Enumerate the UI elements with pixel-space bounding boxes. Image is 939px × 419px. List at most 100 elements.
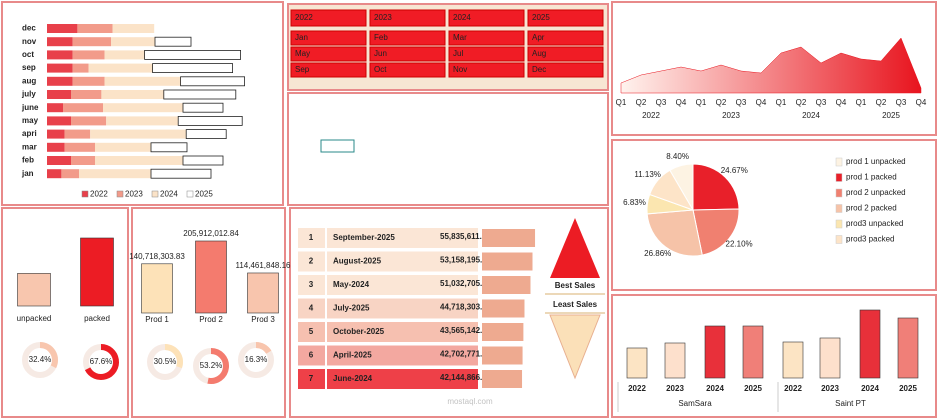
month-button[interactable] bbox=[448, 46, 525, 62]
bar-segment bbox=[47, 129, 65, 139]
year-button[interactable] bbox=[527, 9, 604, 27]
bar bbox=[195, 240, 227, 314]
bar-segment bbox=[47, 142, 65, 152]
bar-segment bbox=[64, 129, 91, 139]
bar bbox=[80, 237, 114, 307]
rank: 2 bbox=[309, 257, 314, 266]
group-label: 2023 bbox=[722, 111, 740, 120]
x-tick-label: 2022 bbox=[784, 384, 802, 393]
month: August-2025 bbox=[333, 257, 382, 266]
rank-cell bbox=[298, 345, 325, 366]
month: October-2025 bbox=[333, 327, 385, 336]
month-button[interactable] bbox=[369, 30, 446, 46]
bar-segment bbox=[72, 63, 89, 73]
month-button[interactable] bbox=[290, 30, 367, 46]
x-tick-label: Q1 bbox=[776, 98, 787, 107]
bar bbox=[247, 272, 279, 314]
year-label: 2023 bbox=[374, 13, 392, 22]
bar-segment bbox=[47, 24, 78, 33]
bar-segment bbox=[144, 50, 242, 60]
x-tick-label: Q4 bbox=[756, 98, 767, 107]
y-tick-label: nov bbox=[22, 37, 37, 46]
month-button[interactable] bbox=[448, 30, 525, 46]
month-button[interactable] bbox=[369, 62, 446, 78]
month-button[interactable] bbox=[527, 62, 604, 78]
sales-bar bbox=[482, 370, 523, 388]
sales-bar bbox=[482, 346, 523, 365]
legend-swatch bbox=[186, 190, 194, 198]
data-label: 114,461,848.16 bbox=[235, 261, 291, 270]
legend-swatch bbox=[81, 190, 89, 198]
bar-segment bbox=[72, 76, 105, 86]
row-cell bbox=[327, 228, 478, 248]
data-label: 8.40% bbox=[666, 152, 689, 161]
gauge-label: 53.2% bbox=[200, 361, 223, 370]
month-button[interactable] bbox=[527, 46, 604, 62]
sales-bar bbox=[482, 276, 531, 294]
bar-segment bbox=[79, 169, 151, 179]
legend-swatch bbox=[835, 235, 843, 244]
rank: 5 bbox=[309, 327, 314, 336]
bar-segment bbox=[47, 76, 73, 86]
selection-box bbox=[320, 139, 355, 153]
rank-cell bbox=[298, 369, 325, 389]
month-button[interactable] bbox=[369, 46, 446, 62]
x-tick-label: Q3 bbox=[736, 98, 747, 107]
sales: 42,144,866.25 bbox=[440, 373, 492, 382]
legend-swatch bbox=[835, 157, 843, 167]
legend-label: prod 2 unpacked bbox=[846, 188, 906, 197]
sales: 44,718,303.75 bbox=[440, 303, 492, 312]
bar-segment bbox=[182, 102, 224, 113]
x-tick-label: Q2 bbox=[796, 98, 807, 107]
rank-cell bbox=[298, 251, 325, 272]
y-tick-label: july bbox=[21, 90, 36, 99]
bar-segment bbox=[88, 63, 153, 73]
x-tick-label: Q1 bbox=[696, 98, 707, 107]
sales: 55,835,611.25 bbox=[440, 232, 491, 241]
sales: 53,158,195.50 bbox=[440, 256, 492, 265]
month-button[interactable] bbox=[290, 62, 367, 78]
year-label: 2024 bbox=[453, 13, 471, 22]
month-button[interactable] bbox=[527, 30, 604, 46]
data-label: 11.13% bbox=[634, 170, 661, 179]
x-tick-label: Prod 3 bbox=[251, 315, 275, 324]
bar-segment bbox=[177, 116, 243, 126]
gauge-arc bbox=[207, 348, 229, 384]
pie-slice bbox=[649, 169, 695, 211]
rank: 1 bbox=[309, 233, 314, 242]
gauge-label: 32.4% bbox=[29, 355, 52, 364]
month-button[interactable] bbox=[290, 46, 367, 62]
rank-cell bbox=[298, 228, 325, 248]
column bbox=[819, 337, 841, 379]
month-label: Jun bbox=[374, 49, 387, 58]
bar-segment bbox=[163, 89, 237, 100]
bar-segment bbox=[64, 142, 95, 152]
year-button[interactable] bbox=[448, 9, 525, 27]
year-button[interactable] bbox=[369, 9, 446, 27]
month: June-2024 bbox=[333, 374, 373, 383]
y-tick-label: dec bbox=[22, 24, 36, 33]
bar-segment bbox=[106, 116, 179, 126]
month-label: Dec bbox=[532, 65, 546, 74]
row-cell bbox=[327, 298, 478, 319]
rank-cell bbox=[298, 322, 325, 342]
sales-bar bbox=[482, 252, 533, 271]
bar bbox=[17, 273, 51, 307]
data-label: 6.83% bbox=[623, 198, 646, 207]
x-tick-label: Q3 bbox=[896, 98, 907, 107]
bar-segment bbox=[71, 156, 95, 165]
month-label: Mar bbox=[453, 33, 467, 42]
x-tick-label: unpacked bbox=[17, 314, 52, 323]
legend-swatch bbox=[835, 173, 843, 182]
bar-segment bbox=[47, 169, 62, 179]
sales-bar bbox=[482, 229, 536, 247]
month-button[interactable] bbox=[448, 62, 525, 78]
month-label: Jan bbox=[295, 33, 308, 42]
year-button[interactable] bbox=[290, 9, 367, 27]
bar-segment bbox=[47, 90, 71, 99]
x-tick-label: 2023 bbox=[821, 384, 839, 393]
x-tick-label: Q4 bbox=[836, 98, 847, 107]
group-label: 2022 bbox=[642, 111, 660, 120]
least-triangle bbox=[549, 314, 601, 380]
x-tick-label: 2024 bbox=[706, 384, 724, 393]
